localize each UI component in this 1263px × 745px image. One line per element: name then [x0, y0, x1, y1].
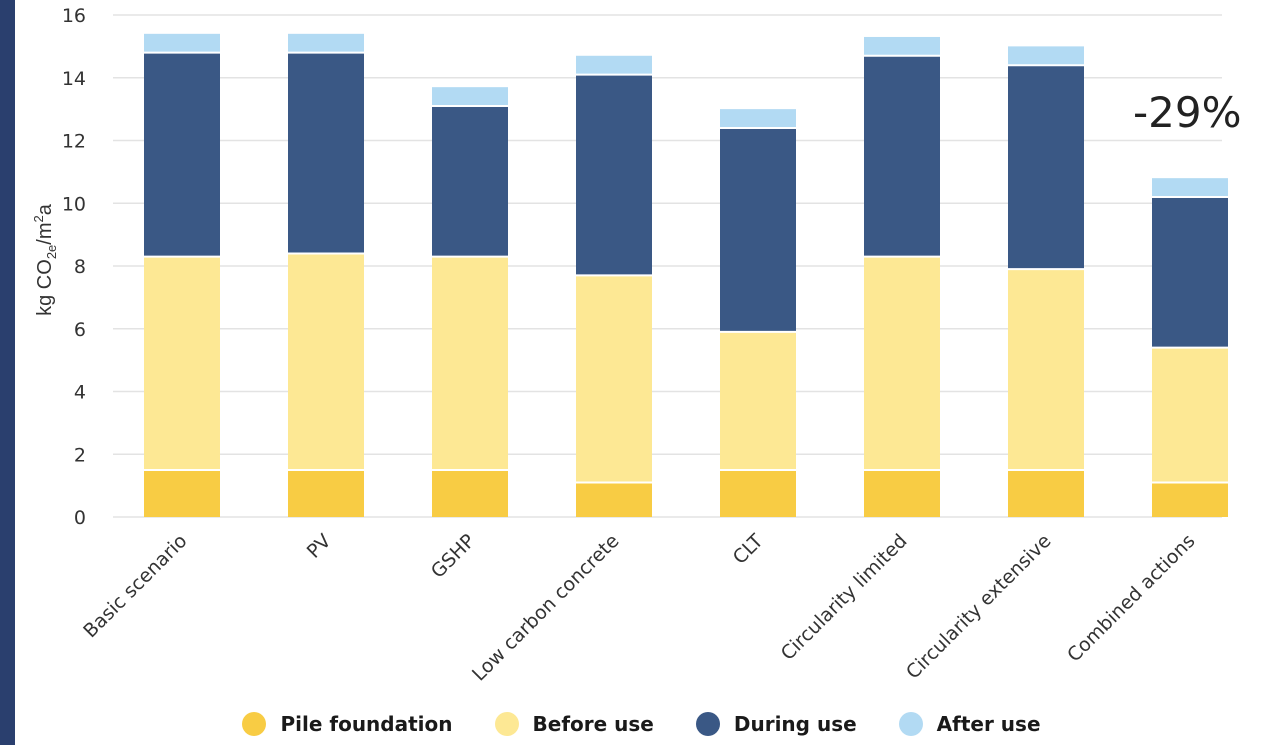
bar-before-use-1 [288, 253, 364, 470]
bar-during-use-6 [1008, 65, 1084, 270]
bar-after-use-2 [432, 87, 508, 106]
bar-before-use-7 [1152, 347, 1228, 483]
legend-item-after-use: After use [898, 704, 1041, 744]
bar-pile-foundation-3 [576, 482, 652, 517]
y-axis-label: kg CO2e/m2a [31, 204, 59, 316]
y-tick-label-12: 12 [62, 131, 86, 153]
legend-label-before-use: Before use [532, 712, 654, 736]
y-tick-label-14: 14 [62, 68, 86, 90]
legend-label-after-use: After use [936, 712, 1041, 736]
bar-before-use-6 [1008, 269, 1084, 470]
bar-pile-foundation-7 [1152, 482, 1228, 517]
y-tick-labels: 0 2 4 6 8 10 12 14 16 [62, 5, 86, 529]
x-tick-label-7: Combined actions [1063, 530, 1199, 666]
bar-after-use-3 [576, 55, 652, 75]
bar-pile-foundation-1 [288, 469, 364, 517]
legend-swatch-after-use [898, 712, 923, 736]
legend-swatch-before-use [494, 712, 519, 736]
legend-label-pile-foundation: Pile foundation [280, 712, 453, 736]
y-tick-label-16: 16 [62, 5, 86, 27]
bar-during-use-3 [576, 74, 652, 276]
bar-pile-foundation-0 [144, 469, 220, 517]
legend-label-during-use: During use [733, 712, 857, 736]
bar-before-use-5 [864, 256, 940, 470]
y-tick-label-2: 2 [74, 444, 86, 466]
legend-swatch-during-use [695, 712, 720, 736]
x-tick-label-1: PV [303, 530, 336, 563]
bar-before-use-0 [144, 256, 220, 470]
bar-after-use-1 [288, 33, 364, 53]
bar-after-use-0 [144, 33, 220, 53]
left-edge-strip [0, 0, 15, 745]
x-tick-label-5: Circularity limited [777, 530, 912, 665]
x-tick-label-3: Low carbon concrete [468, 530, 623, 685]
bar-before-use-2 [432, 256, 508, 470]
bar-pile-foundation-5 [864, 469, 940, 517]
x-tick-label-4: CLT [729, 530, 768, 569]
bars [144, 33, 1228, 517]
bar-after-use-5 [864, 36, 940, 56]
bar-after-use-7 [1152, 178, 1228, 197]
bar-during-use-7 [1152, 196, 1228, 348]
legend-swatch-pile-foundation [242, 712, 267, 736]
bar-during-use-2 [432, 105, 508, 257]
bar-during-use-1 [288, 52, 364, 254]
y-tick-label-6: 6 [74, 319, 86, 341]
legend-item-before-use: Before use [494, 704, 654, 744]
y-tick-label-10: 10 [62, 193, 86, 215]
legend-item-during-use: During use [695, 704, 857, 744]
legend: Pile foundation Before use During use Af… [0, 704, 1263, 744]
y-tick-label-4: 4 [74, 382, 86, 404]
bar-after-use-4 [720, 109, 796, 128]
x-tick-label-0: Basic scenario [79, 530, 191, 642]
x-tick-label-6: Circularity extensive [902, 530, 1055, 683]
bar-during-use-4 [720, 127, 796, 332]
bar-during-use-0 [144, 52, 220, 257]
y-tick-label-8: 8 [74, 256, 86, 278]
y-tick-label-0: 0 [74, 507, 86, 529]
bar-pile-foundation-2 [432, 469, 508, 517]
bar-pile-foundation-6 [1008, 469, 1084, 517]
bar-after-use-6 [1008, 46, 1084, 66]
legend-item-pile-foundation: Pile foundation [242, 704, 453, 744]
reduction-annotation: -29% [1133, 88, 1242, 137]
bar-pile-foundation-4 [720, 469, 796, 517]
bar-during-use-5 [864, 55, 940, 257]
bar-before-use-3 [576, 275, 652, 483]
x-tick-label-2: GSHP [427, 530, 480, 583]
bar-before-use-4 [720, 331, 796, 470]
